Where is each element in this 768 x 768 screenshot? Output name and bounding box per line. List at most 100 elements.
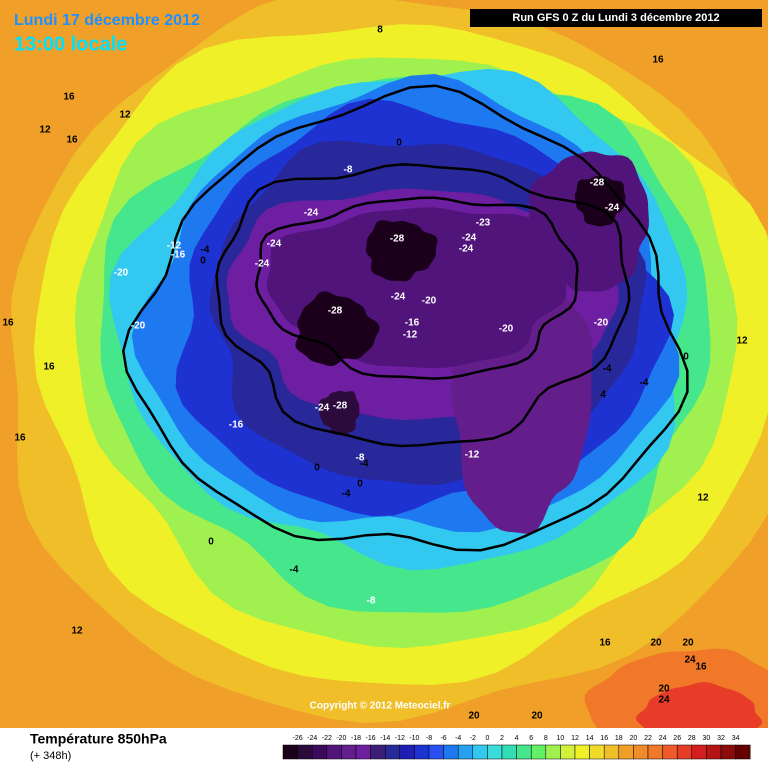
- contour-label: -4: [342, 489, 351, 500]
- field-title: Température 850hPa: [30, 731, 167, 747]
- contour-label: -20: [594, 318, 609, 329]
- contour-label: 16: [14, 433, 26, 444]
- copyright: Copyright © 2012 Meteociel.fr: [310, 701, 451, 712]
- contour-label: -8: [356, 453, 365, 464]
- contour-label: -28: [333, 401, 348, 412]
- legend-tick-label: 8: [544, 735, 548, 742]
- time-title: 13:00 locale: [14, 33, 127, 55]
- contour-label: 0: [396, 138, 402, 149]
- contour-label: 20: [658, 684, 670, 695]
- contour-label: -12: [167, 241, 182, 252]
- contour-label: 12: [71, 626, 83, 637]
- legend-tick-label: 34: [732, 735, 740, 742]
- contour-label: 16: [43, 362, 55, 373]
- contour-label: -4: [360, 459, 369, 470]
- contour-label: 0: [200, 256, 206, 267]
- legend-tick-label: 2: [500, 735, 504, 742]
- legend-swatch: [384, 744, 401, 760]
- legend-swatch: [355, 744, 371, 760]
- contour-label: -28: [590, 178, 605, 189]
- contour-label: -16: [405, 318, 420, 329]
- legend-swatch: [691, 744, 707, 760]
- legend-tick-label: 16: [600, 735, 608, 742]
- legend-swatch: [676, 744, 693, 760]
- legend-tick-label: 6: [529, 735, 533, 742]
- contour-label: 16: [2, 318, 14, 329]
- contour-label: -20: [131, 321, 146, 332]
- color-legend: -26 -24 -22 -20 -18 -16 -14 -12 -10 -8 -6 -4 -2 0 2 4 6 8…: [282, 735, 751, 760]
- legend-swatch: [647, 744, 663, 760]
- legend-swatch: [574, 744, 590, 760]
- legend-swatch: [530, 744, 547, 760]
- legend-swatch: [487, 744, 503, 760]
- legend-tick-label: 12: [571, 735, 579, 742]
- contour-label: 12: [736, 336, 748, 347]
- contour-label: -28: [328, 306, 343, 317]
- legend-tick-label: 10: [557, 735, 565, 742]
- contour-label: 20: [468, 711, 480, 722]
- temperature-zone: [295, 291, 380, 367]
- contour-label: 16: [652, 55, 664, 66]
- legend-swatch: [589, 744, 605, 760]
- isotherm: [122, 84, 689, 552]
- contour-label: -12: [403, 330, 418, 341]
- contour-label: -20: [422, 296, 437, 307]
- legend-swatch: [472, 744, 488, 760]
- legend-tick-label: 18: [615, 735, 623, 742]
- contour-label: -24: [255, 259, 270, 270]
- legend-swatch: [370, 744, 386, 760]
- contour-label: -24: [267, 239, 282, 250]
- contour-label: 16: [695, 662, 707, 673]
- legend-tick-label: 4: [515, 735, 519, 742]
- contour-label: 16: [599, 638, 611, 649]
- contour-label: -4: [603, 364, 612, 375]
- legend-tick-label: 0: [485, 735, 489, 742]
- legend-swatch: [501, 744, 517, 760]
- legend-swatch: [341, 744, 357, 760]
- legend-tick-label: -4: [455, 735, 461, 742]
- legend-swatch: [706, 744, 722, 760]
- contour-label: 0: [357, 479, 363, 490]
- contour-label: 12: [39, 125, 51, 136]
- legend-swatch: [443, 744, 459, 760]
- legend-swatch: [603, 744, 620, 760]
- contour-label: 0: [314, 463, 320, 474]
- contour-label: 20: [531, 711, 543, 722]
- contour-label: -20: [114, 268, 129, 279]
- legend-tick-label: -12: [395, 735, 405, 742]
- contour-label: 24: [658, 695, 670, 706]
- legend-tick-label: -22: [322, 735, 332, 742]
- contour-label: 24: [684, 655, 696, 666]
- legend-tick-label: 20: [630, 735, 638, 742]
- contour-label: -23: [476, 218, 491, 229]
- legend-tick-label: -10: [409, 735, 419, 742]
- contour-label: -24: [462, 233, 477, 244]
- contour-label: -24: [459, 244, 474, 255]
- contour-label: 20: [682, 638, 694, 649]
- run-info: Run GFS 0 Z du Lundi 3 décembre 2012: [512, 12, 719, 24]
- date-title: Lundi 17 décembre 2012: [14, 12, 200, 29]
- contour-label: -24: [391, 292, 406, 303]
- legend-tick-label: -6: [440, 735, 446, 742]
- contour-label: -24: [315, 403, 330, 414]
- contour-label: 16: [63, 92, 75, 103]
- legend-tick-label: -18: [351, 735, 361, 742]
- contour-label: -12: [465, 450, 480, 461]
- legend-tick-label: 30: [703, 735, 711, 742]
- legend-swatch: [326, 744, 342, 760]
- contour-label: -24: [304, 208, 319, 219]
- legend-tick-label: 22: [644, 735, 652, 742]
- legend-tick-label: -14: [380, 735, 390, 742]
- contour-label: -28: [390, 234, 405, 245]
- legend-swatch: [297, 744, 313, 760]
- lead-time: (+ 348h): [30, 750, 71, 762]
- legend-tick-label: -20: [336, 735, 346, 742]
- legend-swatch: [560, 744, 576, 760]
- legend-tick-label: -16: [366, 735, 376, 742]
- legend-swatch: [428, 744, 444, 760]
- legend-swatch: [633, 744, 649, 760]
- legend-swatch: [662, 744, 678, 760]
- legend-swatch: [545, 744, 561, 760]
